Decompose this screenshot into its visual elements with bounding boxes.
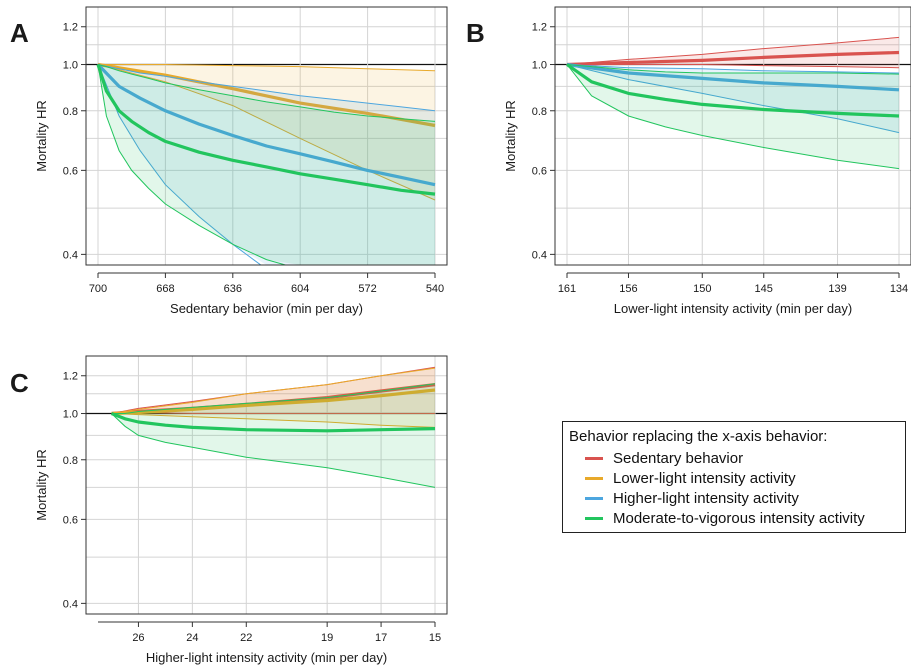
- ci-upper-a-lower-light-intensity-activity: [98, 64, 436, 72]
- x-tick-label-c: 24: [186, 632, 198, 644]
- legend-swatch-higher-light: [585, 496, 603, 500]
- estimate-line-c-lower-light-intensity-activity: [111, 388, 436, 416]
- y-axis-title-c: Mortality HR: [34, 449, 49, 521]
- ci-band-a-lower-light-intensity-activity: [98, 64, 435, 201]
- y-tick-label-c: 1.2: [63, 371, 78, 383]
- y-tick-label-a: 0.4: [63, 249, 78, 261]
- legend-label-sedentary: Sedentary behavior: [613, 449, 744, 467]
- ci-lower-b-moderate-to-vigorous-intensity-activity: [566, 64, 900, 170]
- x-tick-label-a: 572: [358, 283, 376, 295]
- y-tick-label-b: 1.0: [532, 60, 547, 72]
- y-tick-label-b: 0.8: [532, 106, 547, 118]
- estimate-line-b-sedentary-behavior: [566, 50, 900, 67]
- ci-upper-c-moderate-to-vigorous-intensity-activity: [111, 383, 436, 414]
- panel-a: A 0.4 0.6 0.8 1.0 1.2 700 668 636 604 572 540 Sedent…: [10, 6, 448, 316]
- legend: Behavior replacing the x-axis behavior: …: [562, 421, 906, 533]
- panel-letter-a: A: [10, 18, 29, 48]
- x-tick-label-a: 604: [291, 283, 309, 295]
- plot-border-a: [85, 6, 448, 266]
- ci-lower-c-moderate-to-vigorous-intensity-activity: [111, 413, 436, 488]
- y-tick-label-a: 0.8: [63, 106, 78, 118]
- x-tick-label-c: 26: [132, 632, 144, 644]
- panel-letter-b: B: [466, 18, 485, 48]
- estimate-line-a-lower-light-intensity-activity: [97, 62, 436, 128]
- plot-frame-b: [554, 6, 911, 266]
- y-tick-label-a: 1.0: [63, 60, 78, 72]
- ci-lower-b-higher-light-intensity-activity: [566, 64, 900, 134]
- y-tick-label-c: 0.8: [63, 455, 78, 467]
- panel-letter-c: C: [10, 368, 29, 398]
- legend-swatch-lower-light: [585, 476, 603, 480]
- y-tick-label-b: 1.2: [532, 22, 547, 34]
- x-tick-label-b: 134: [890, 283, 908, 295]
- ci-lower-a-higher-light-intensity-activity: [97, 64, 262, 265]
- x-tick-label-b: 150: [693, 283, 711, 295]
- estimate-line-b-higher-light-intensity-activity: [566, 62, 900, 92]
- y-axis-title-b: Mortality HR: [503, 100, 518, 172]
- x-tick-label-b: 139: [828, 283, 846, 295]
- estimate-line-a-moderate-to-vigorous-intensity-activity: [96, 64, 436, 196]
- x-tick-label-a: 540: [426, 283, 444, 295]
- ci-lower-a-moderate-to-vigorous-intensity-activity: [97, 64, 288, 265]
- x-tick-label-a: 636: [224, 283, 242, 295]
- x-tick-label-c: 17: [375, 632, 387, 644]
- legend-item-higher-light: Higher-light intensity activity: [569, 488, 899, 508]
- legend-item-mvpa: Moderate-to-vigorous intensity activity: [569, 508, 899, 528]
- legend-label-lower-light: Lower-light intensity activity: [613, 469, 796, 487]
- x-tick-label-b: 161: [558, 283, 576, 295]
- legend-label-mvpa: Moderate-to-vigorous intensity activity: [613, 509, 865, 527]
- legend-item-sedentary: Sedentary behavior: [569, 448, 899, 468]
- x-axis-title-a: Sedentary behavior (min per day): [170, 301, 363, 316]
- plot-frame-c: [85, 355, 448, 615]
- ci-lower-a-lower-light-intensity-activity: [97, 64, 436, 201]
- ci-upper-c-lower-light-intensity-activity: [111, 367, 436, 414]
- ci-band-a-higher-light-intensity-activity: [98, 64, 435, 266]
- ci-upper-a-moderate-to-vigorous-intensity-activity: [97, 64, 436, 122]
- y-tick-label-b: 0.6: [532, 165, 547, 177]
- ci-upper-b-moderate-to-vigorous-intensity-activity: [566, 64, 900, 75]
- legend-swatch-mvpa: [585, 516, 603, 520]
- x-tick-label-a: 700: [89, 283, 107, 295]
- ci-lower-c-lower-light-intensity-activity: [111, 413, 436, 428]
- x-tick-label-c: 22: [240, 632, 252, 644]
- plot-border-c: [85, 355, 448, 615]
- ci-upper-b-higher-light-intensity-activity: [566, 64, 900, 74]
- legend-item-lower-light: Lower-light intensity activity: [569, 468, 899, 488]
- y-tick-label-a: 1.2: [63, 22, 78, 34]
- ci-band-a-moderate-to-vigorous-intensity-activity: [98, 64, 435, 266]
- y-tick-label-c: 0.4: [63, 598, 78, 610]
- legend-swatch-sedentary: [585, 456, 603, 460]
- y-tick-label-a: 0.6: [63, 165, 78, 177]
- plot-frame-a: [85, 6, 448, 266]
- x-tick-label-a: 668: [156, 283, 174, 295]
- legend-label-higher-light: Higher-light intensity activity: [613, 489, 799, 507]
- x-tick-label-c: 19: [321, 632, 333, 644]
- legend-title: Behavior replacing the x-axis behavior:: [569, 428, 828, 445]
- plot-border-b: [554, 6, 911, 266]
- y-tick-label-c: 0.6: [63, 514, 78, 526]
- x-tick-label-b: 145: [755, 283, 773, 295]
- ci-upper-b-sedentary-behavior: [566, 36, 900, 65]
- estimate-line-b-moderate-to-vigorous-intensity-activity: [566, 63, 900, 118]
- x-axis-title-c: Higher-light intensity activity (min per…: [146, 650, 387, 665]
- y-tick-label-b: 0.4: [532, 249, 547, 261]
- ci-band-b-moderate-to-vigorous-intensity-activity: [567, 64, 899, 169]
- y-tick-label-c: 1.0: [63, 409, 78, 421]
- panel-c: C 0.4 0.6 0.8 1.0 1.2 26 24 22 19 17 15 Higher-light…: [10, 355, 448, 665]
- estimate-line-a-higher-light-intensity-activity: [96, 63, 436, 187]
- ci-upper-a-higher-light-intensity-activity: [97, 64, 436, 112]
- y-axis-title-a: Mortality HR: [34, 100, 49, 172]
- x-tick-label-c: 15: [429, 632, 441, 644]
- x-tick-label-b: 156: [619, 283, 637, 295]
- ci-band-c-moderate-to-vigorous-intensity-activity: [111, 383, 435, 488]
- estimate-line-c-moderate-to-vigorous-intensity-activity: [110, 412, 436, 433]
- panel-b: B 0.4 0.6 0.8 1.0 1.2 161 156 150 145 139 134 Lower-…: [466, 6, 911, 316]
- ci-band-b-higher-light-intensity-activity: [567, 64, 899, 133]
- x-axis-title-b: Lower-light intensity activity (min per …: [614, 301, 852, 316]
- ci-band-c-lower-light-intensity-activity: [111, 368, 435, 428]
- ci-lower-b-sedentary-behavior: [567, 64, 900, 69]
